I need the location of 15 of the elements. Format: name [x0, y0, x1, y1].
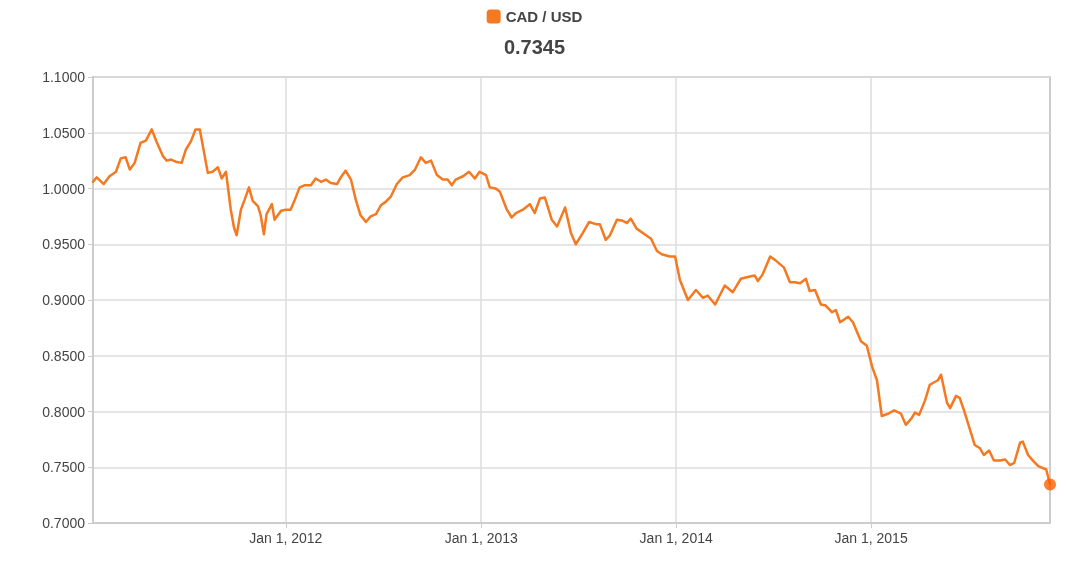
y-tick-label: 0.8000 [42, 403, 86, 420]
y-tick-label: 1.1000 [42, 69, 86, 85]
x-tick-label: Jan 1, 2012 [249, 530, 323, 546]
y-tick-label: 1.0000 [42, 180, 86, 197]
x-tick-label: Jan 1, 2014 [639, 530, 713, 546]
x-tick-label: Jan 1, 2015 [834, 530, 908, 546]
y-tick-label: 0.8500 [42, 347, 86, 364]
legend-label: CAD / USD [505, 8, 583, 25]
y-tick-label: 1.0500 [42, 124, 86, 141]
y-tick-label: 0.7500 [42, 459, 86, 476]
y-tick-label: 0.9500 [42, 236, 86, 253]
chart-subtitle: 0.7345 [503, 36, 566, 58]
x-tick-label: Jan 1, 2013 [444, 530, 519, 546]
y-tick-label: 0.7000 [42, 515, 86, 531]
y-tick-label: 0.9000 [42, 292, 86, 308]
